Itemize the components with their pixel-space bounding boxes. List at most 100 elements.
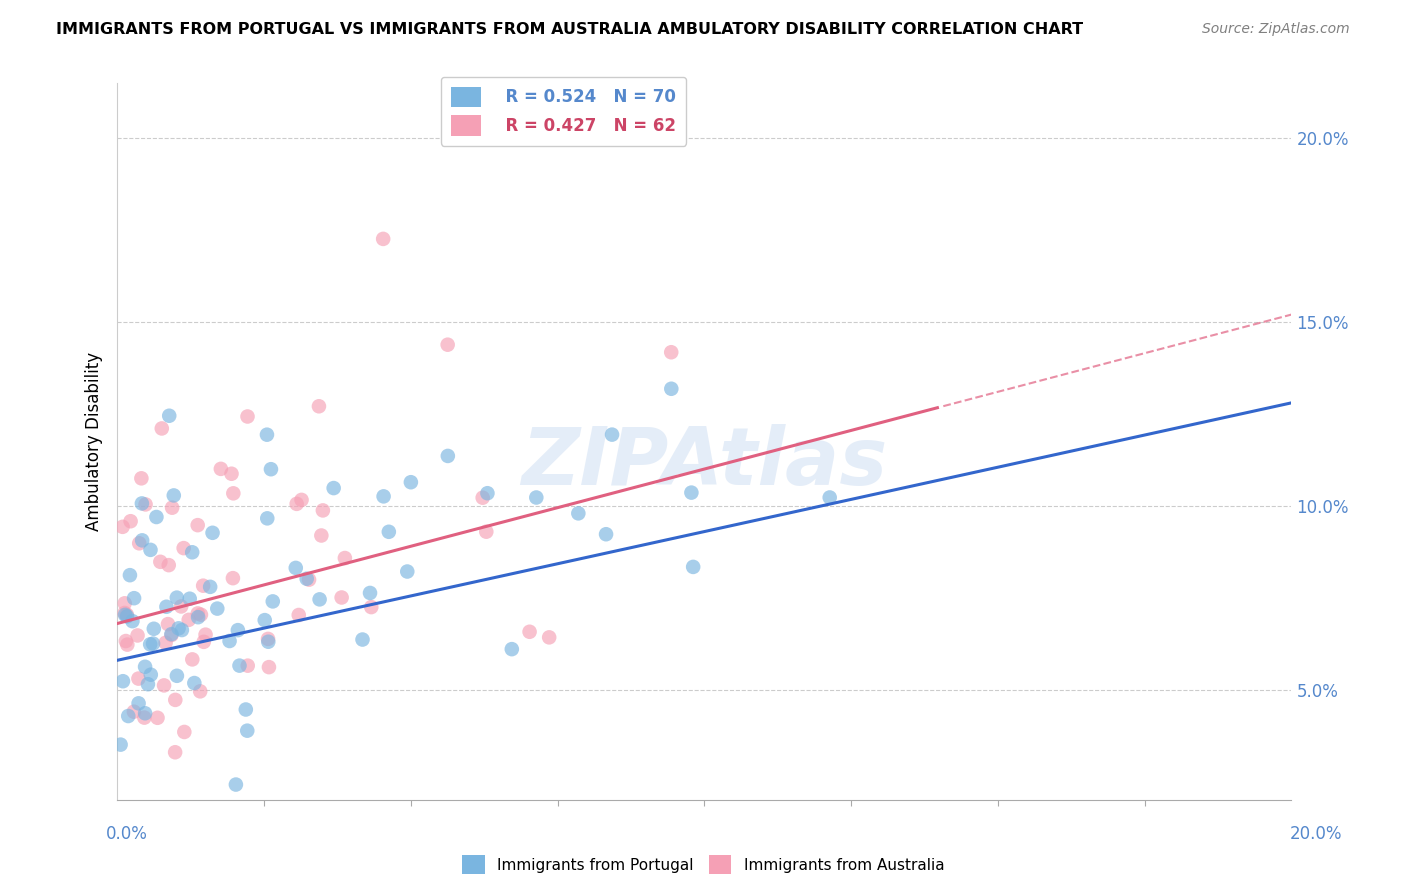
Point (128, 696, 150, 710)
Point (165, 745, 187, 759)
Point (128, 536, 150, 550)
Point (225, 778, 247, 792)
Point (190, 607, 212, 622)
Point (257, 632, 280, 646)
Point (170, 623, 193, 637)
Point (114, 596, 136, 610)
Point (165, 693, 187, 707)
Point (437, 449, 460, 463)
Point (179, 591, 201, 606)
Point (139, 542, 162, 557)
Point (228, 658, 250, 673)
Point (290, 492, 312, 507)
Point (359, 586, 381, 600)
Point (166, 669, 188, 683)
Point (146, 711, 169, 725)
Point (115, 609, 138, 624)
Point (134, 660, 156, 674)
Point (160, 500, 183, 515)
Point (115, 634, 138, 648)
Point (173, 725, 195, 739)
Legend:   R = 0.524   N = 70,   R = 0.427   N = 62: R = 0.524 N = 70, R = 0.427 N = 62 (440, 77, 686, 145)
Point (181, 652, 204, 666)
Point (187, 610, 209, 624)
Point (201, 525, 224, 540)
Point (121, 614, 143, 628)
Point (659, 382, 682, 396)
Point (257, 660, 280, 674)
Point (236, 409, 259, 424)
Point (322, 481, 344, 495)
Point (681, 485, 703, 500)
Point (198, 580, 221, 594)
Point (170, 599, 193, 614)
Point (187, 607, 209, 621)
Point (399, 475, 422, 490)
Point (659, 345, 682, 359)
Point (114, 807, 136, 822)
Point (207, 601, 229, 615)
Point (396, 565, 419, 579)
Point (330, 591, 353, 605)
Point (122, 705, 145, 719)
Point (436, 337, 458, 351)
Point (160, 628, 183, 642)
Point (818, 491, 841, 505)
Point (110, 738, 132, 752)
Legend: Immigrants from Portugal, Immigrants from Australia: Immigrants from Portugal, Immigrants fro… (456, 849, 950, 880)
Point (155, 636, 177, 650)
Point (253, 613, 276, 627)
Point (111, 520, 134, 534)
Point (111, 674, 134, 689)
Point (117, 638, 139, 652)
Point (166, 591, 188, 605)
Point (262, 594, 284, 608)
Point (149, 555, 172, 569)
Point (333, 551, 356, 566)
Point (134, 710, 156, 724)
Point (173, 541, 195, 555)
Point (236, 658, 259, 673)
Point (134, 706, 156, 721)
Point (524, 491, 547, 505)
Point (135, 497, 157, 511)
Point (378, 524, 401, 539)
Point (131, 496, 153, 510)
Point (471, 491, 494, 505)
Text: IMMIGRANTS FROM PORTUGAL VS IMMIGRANTS FROM AUSTRALIA AMBULATORY DISABILITY CORR: IMMIGRANTS FROM PORTUGAL VS IMMIGRANTS F… (56, 22, 1084, 37)
Point (160, 627, 183, 641)
Point (118, 568, 141, 582)
Point (193, 635, 215, 649)
Point (194, 627, 217, 641)
Point (117, 709, 139, 723)
Point (235, 702, 257, 716)
Point (157, 558, 180, 573)
Point (131, 533, 153, 548)
Point (127, 628, 149, 642)
Point (120, 514, 142, 528)
Point (155, 599, 177, 614)
Point (136, 677, 159, 691)
Point (236, 723, 259, 738)
Text: Source: ZipAtlas.com: Source: ZipAtlas.com (1202, 22, 1350, 37)
Point (373, 489, 395, 503)
Point (295, 572, 318, 586)
Point (256, 511, 278, 525)
Point (222, 571, 245, 585)
Point (163, 488, 186, 502)
Point (475, 524, 498, 539)
Point (131, 471, 153, 485)
Point (181, 545, 204, 559)
Point (519, 624, 541, 639)
Point (285, 497, 308, 511)
Point (218, 634, 240, 648)
Point (150, 421, 173, 435)
Point (538, 631, 561, 645)
Point (114, 606, 136, 620)
Point (260, 462, 283, 476)
Point (226, 623, 249, 637)
Point (142, 622, 165, 636)
Point (221, 467, 243, 481)
Point (360, 600, 382, 615)
Point (114, 607, 136, 622)
